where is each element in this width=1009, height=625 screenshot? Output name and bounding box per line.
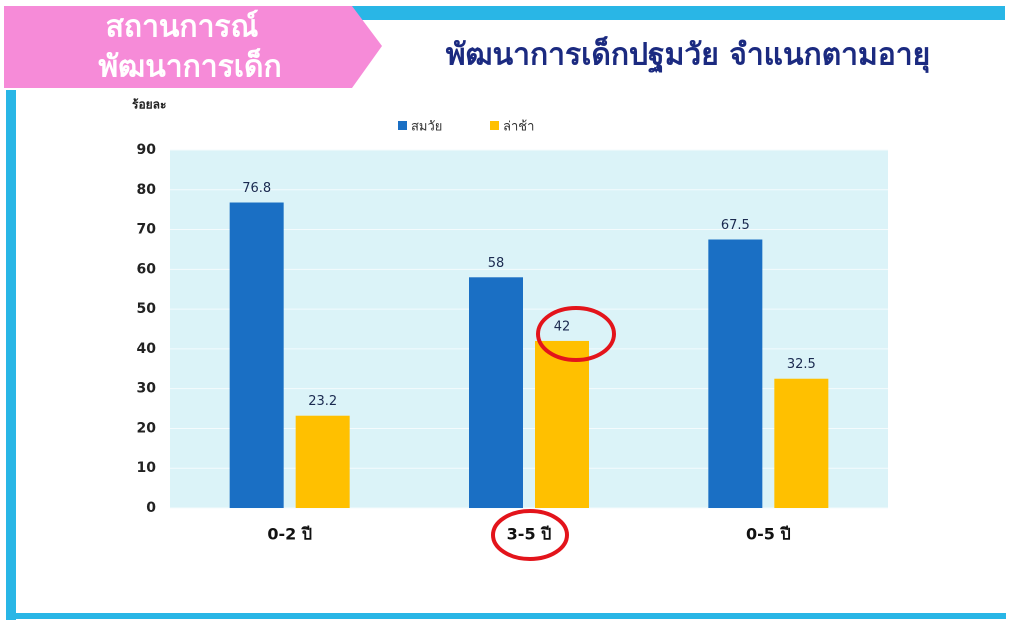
x-tick-label: 0-5 ปี: [746, 525, 791, 544]
highlight-circle: [491, 509, 569, 561]
bar: [708, 239, 763, 508]
legend-swatch: [490, 121, 499, 130]
bar: [229, 202, 284, 509]
data-label: 76.8: [242, 181, 271, 196]
y-tick-label: 90: [137, 142, 157, 158]
legend-label: ล่าช้า: [503, 120, 534, 135]
legend-label: สมวัย: [411, 120, 442, 135]
y-tick-label: 20: [137, 420, 157, 436]
chart-title: พัฒนาการเด็กปฐมวัย จำแนกตามอายุ: [446, 36, 930, 75]
y-axis-label: ร้อยละ: [132, 98, 166, 112]
header-line: พัฒนาการเด็ก: [98, 48, 281, 85]
y-tick-label: 50: [137, 301, 157, 317]
x-tick-label: 0-2 ปี: [267, 525, 312, 544]
left-stripe: [6, 90, 16, 620]
data-label: 23.2: [308, 394, 337, 409]
data-label: 32.5: [787, 357, 816, 372]
y-tick-label: 0: [146, 500, 156, 516]
header-box: [4, 6, 382, 88]
bar: [469, 277, 523, 508]
legend-swatch: [398, 121, 407, 130]
y-tick-label: 30: [137, 381, 157, 397]
highlight-circle: [536, 306, 616, 362]
x-tick-label: 3-5 ปี: [507, 525, 552, 544]
header-line: สถานการณ์: [106, 10, 259, 45]
y-tick-label: 10: [137, 460, 157, 476]
bar: [295, 415, 350, 508]
plot-area: [170, 150, 888, 508]
top-stripe: [350, 6, 1005, 20]
y-tick-label: 60: [137, 261, 157, 277]
bar: [774, 378, 829, 508]
data-label: 58: [488, 256, 505, 271]
bar: [535, 340, 589, 508]
data-label: 42: [554, 319, 571, 334]
y-tick-label: 80: [137, 182, 157, 198]
y-tick-label: 40: [137, 341, 157, 357]
data-label: 67.5: [721, 218, 750, 233]
y-tick-label: 70: [137, 222, 157, 238]
bottom-stripe: [6, 613, 1006, 619]
